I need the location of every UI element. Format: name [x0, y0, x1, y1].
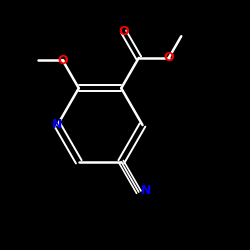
- Text: N: N: [52, 118, 63, 132]
- Text: O: O: [164, 52, 174, 64]
- Text: O: O: [57, 54, 68, 66]
- Text: N: N: [140, 184, 151, 197]
- Text: O: O: [118, 26, 129, 38]
